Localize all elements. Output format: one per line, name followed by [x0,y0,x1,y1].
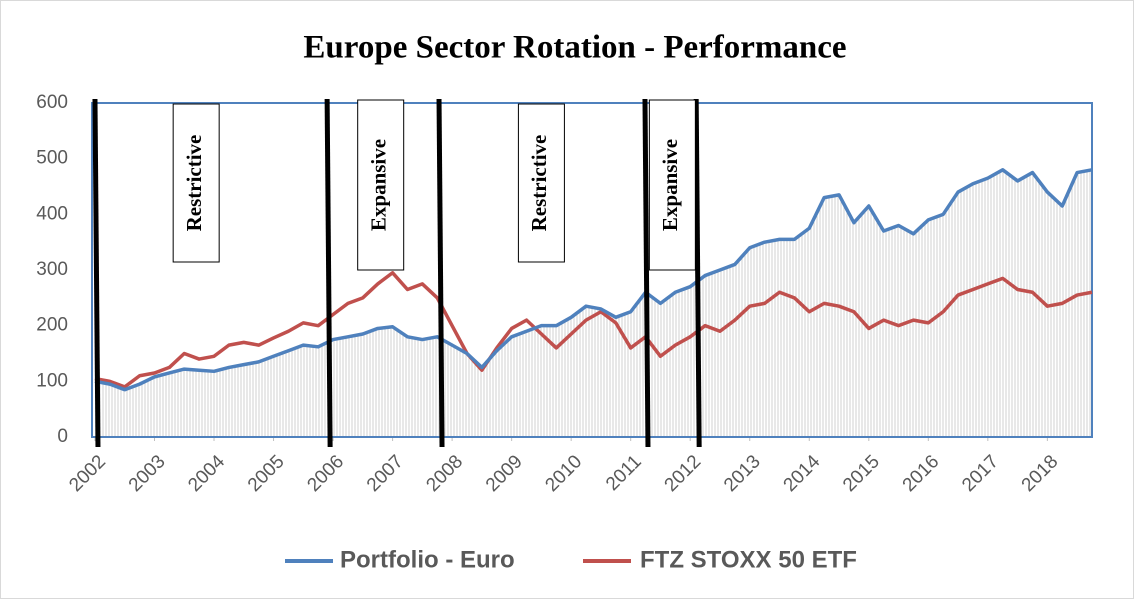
series-line [94,168,1093,392]
y-tick-label: 600 [36,92,68,113]
annotation-text: Restrictive [182,135,206,232]
annotation-box [357,99,405,271]
y-tick-label: 400 [36,203,68,224]
annotation-text: Restrictive [527,135,551,232]
y-tick-label: 300 [36,259,68,280]
regime-line [642,98,651,448]
y-tick-label: 0 [57,426,68,447]
series-area [94,169,1092,438]
plot-frame [91,102,1093,438]
annotation-box [172,103,220,263]
annotation-box [648,99,696,271]
regime-line [92,98,101,448]
series-line [94,271,1093,389]
annotation-text: Expansive [367,139,391,231]
regime-line [436,98,445,448]
regime-line [324,98,333,448]
y-tick-label: 200 [36,315,68,336]
annotation-box [517,103,565,263]
legend-label: Portfolio - Euro [340,546,515,573]
regime-line [693,98,702,448]
y-tick-label: 100 [36,370,68,391]
y-tick-label: 500 [36,148,68,169]
legend-label: FTZ STOXX 50 ETF [640,546,857,573]
chart-title: Europe Sector Rotation - Performance [303,30,846,66]
annotation-text: Expansive [658,139,682,231]
